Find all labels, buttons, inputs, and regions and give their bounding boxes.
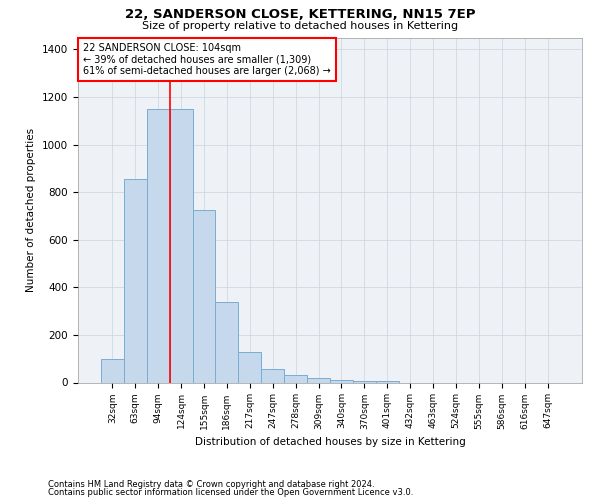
Bar [215, 302, 238, 382]
Text: 22 SANDERSON CLOSE: 104sqm
← 39% of detached houses are smaller (1,309)
61% of s: 22 SANDERSON CLOSE: 104sqm ← 39% of deta… [83, 42, 331, 76]
Bar [193, 210, 215, 382]
Bar [307, 378, 330, 382]
Bar [124, 179, 147, 382]
Text: 22, SANDERSON CLOSE, KETTERING, NN15 7EP: 22, SANDERSON CLOSE, KETTERING, NN15 7EP [125, 8, 475, 21]
Bar [238, 352, 261, 382]
Bar [101, 358, 124, 382]
Bar [284, 376, 307, 382]
Text: Size of property relative to detached houses in Kettering: Size of property relative to detached ho… [142, 21, 458, 31]
Bar [170, 109, 193, 382]
Text: Contains public sector information licensed under the Open Government Licence v3: Contains public sector information licen… [48, 488, 413, 497]
Y-axis label: Number of detached properties: Number of detached properties [26, 128, 37, 292]
Bar [330, 380, 353, 382]
X-axis label: Distribution of detached houses by size in Kettering: Distribution of detached houses by size … [194, 437, 466, 447]
Bar [261, 370, 284, 382]
Bar [353, 380, 376, 382]
Text: Contains HM Land Registry data © Crown copyright and database right 2024.: Contains HM Land Registry data © Crown c… [48, 480, 374, 489]
Bar [147, 109, 170, 382]
